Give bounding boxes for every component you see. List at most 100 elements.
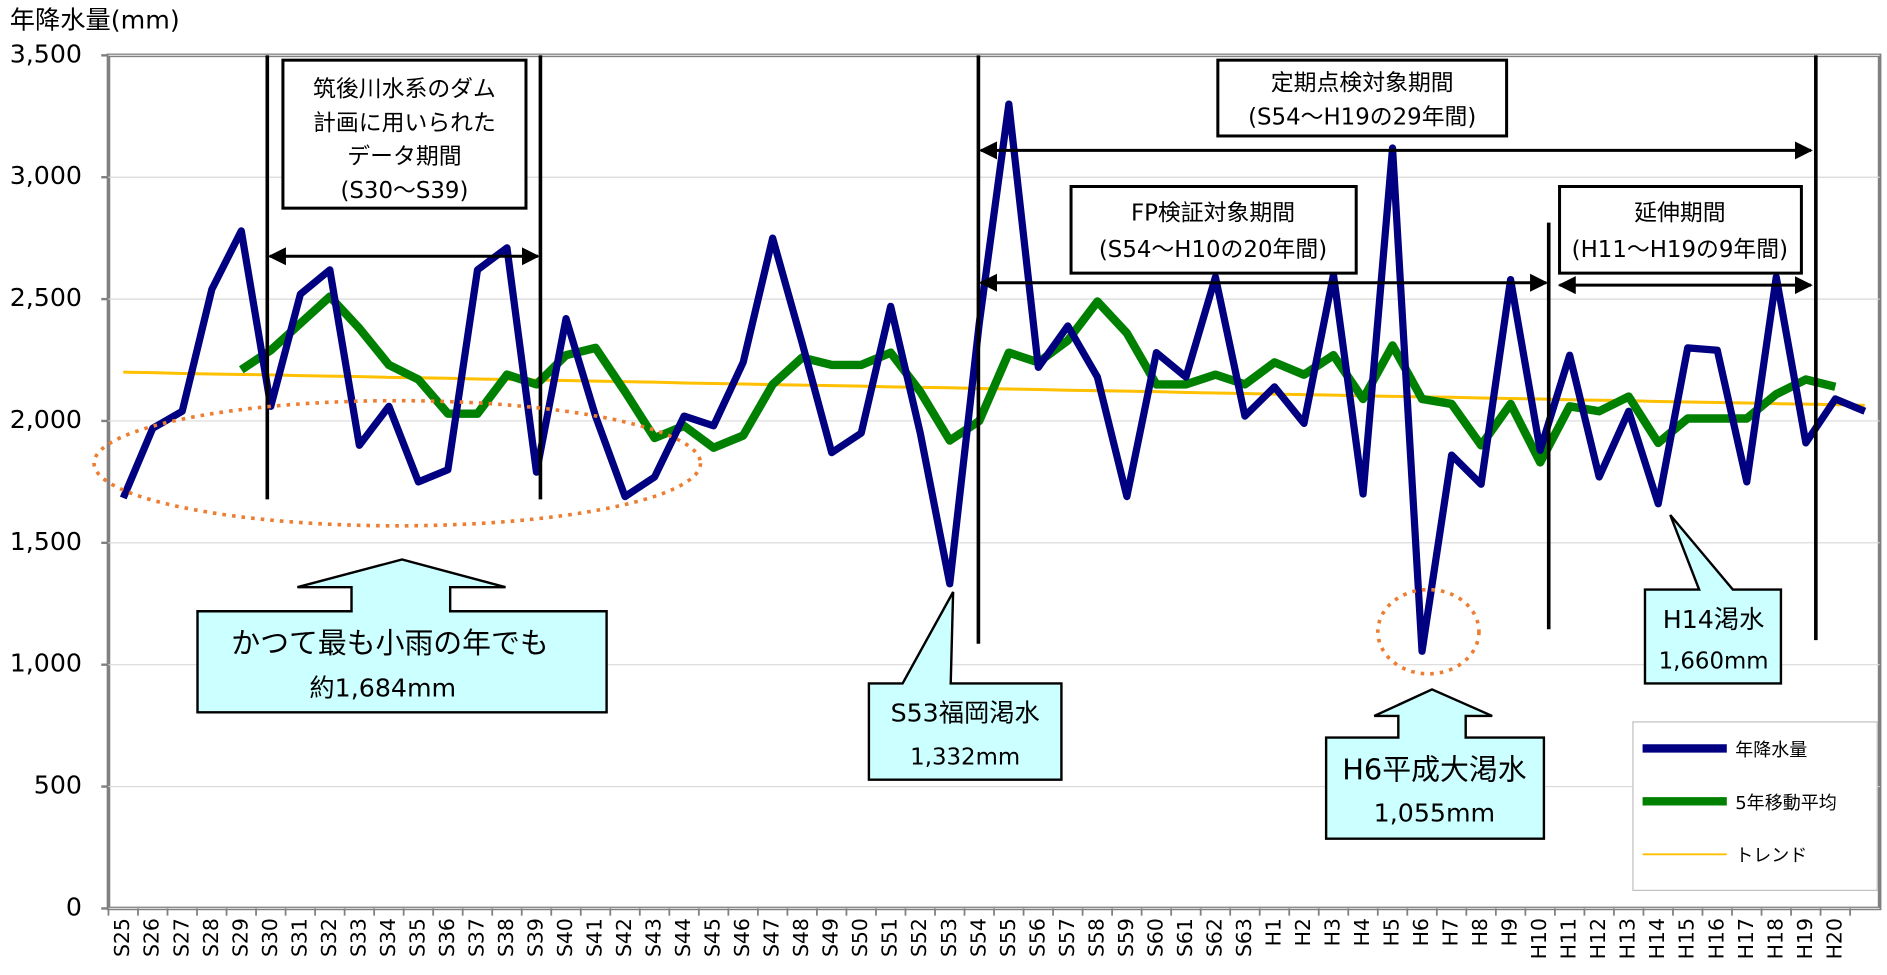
- x-tick-label: H9: [1498, 918, 1522, 946]
- x-tick-label: S56: [1025, 918, 1049, 957]
- x-tick-label: H15: [1675, 918, 1699, 959]
- x-tick-label: H8: [1468, 918, 1492, 946]
- x-tick-label: S59: [1114, 918, 1138, 957]
- x-tick-label: S39: [523, 918, 547, 957]
- annotation-text: 計画に用いられた: [313, 110, 496, 136]
- annotation-text: (H11〜H19の9年間): [1572, 237, 1788, 263]
- x-tick-label: S60: [1143, 918, 1167, 957]
- annotation-text: 約1,684mm: [309, 673, 456, 702]
- annotation-text: (S54〜H19の29年間): [1248, 104, 1476, 130]
- x-tick-label: S27: [169, 918, 193, 957]
- annotation-text: かつて最も小雨の年でも: [231, 626, 548, 660]
- x-tick-label: S30: [258, 918, 282, 957]
- legend-label: トレンド: [1735, 846, 1807, 867]
- x-tick-label: H1: [1261, 918, 1285, 946]
- x-tick-label: H16: [1704, 918, 1728, 959]
- series-line: [119, 100, 1867, 655]
- x-tick-label: S53: [937, 918, 961, 957]
- x-tick-label: S51: [878, 918, 902, 957]
- x-tick-label: H6: [1409, 918, 1433, 946]
- annotation-text: 1,055mm: [1374, 799, 1495, 828]
- x-tick-label: S31: [287, 918, 311, 957]
- x-tick-label: S41: [583, 918, 607, 957]
- callout: [1324, 688, 1546, 840]
- x-tick-label: S42: [612, 918, 636, 957]
- x-tick-label: S55: [996, 918, 1020, 957]
- y-tick-label: 500: [34, 771, 82, 800]
- callout: [1643, 514, 1783, 685]
- annotation-text: データ期間: [347, 144, 461, 170]
- x-tick-label: S38: [494, 918, 518, 957]
- x-tick-label: S36: [435, 918, 459, 957]
- x-tick-label: H19: [1793, 918, 1817, 959]
- annotation-text: (S30〜S39): [341, 178, 469, 204]
- annotation-text: S53福岡渇水: [891, 699, 1040, 728]
- annotation-text: 延伸期間: [1634, 201, 1725, 227]
- annotation-text: FP検証対象期間: [1131, 201, 1295, 227]
- x-tick-label: S44: [671, 918, 695, 957]
- x-tick-label: H17: [1734, 918, 1758, 959]
- x-tick-label: H18: [1763, 918, 1787, 959]
- x-tick-label: H3: [1321, 918, 1345, 946]
- highlight-ellipse: [92, 398, 703, 528]
- x-tick-label: H7: [1439, 918, 1463, 946]
- x-tick-label: H12: [1586, 918, 1610, 959]
- x-tick-label: H13: [1616, 918, 1640, 959]
- x-tick-label: S37: [464, 918, 488, 957]
- annotation-text: (S54〜H10の20年間): [1099, 237, 1327, 263]
- annotation-box: [1069, 184, 1358, 275]
- annotation-box: [281, 58, 528, 210]
- annotation-text: 1,332mm: [910, 745, 1020, 771]
- x-tick-label: S48: [789, 918, 813, 957]
- legend-label: 5年移動平均: [1735, 793, 1837, 814]
- x-tick-label: H14: [1645, 918, 1669, 959]
- annotations: 筑後川水系のダム 計画に用いられた データ期間 (S30〜S39) 定期点検対象…: [92, 55, 1818, 840]
- annotation-text: H14渇水: [1663, 605, 1765, 634]
- x-tick-label: S26: [140, 918, 164, 957]
- y-tick-label: 2,000: [10, 405, 82, 434]
- x-tick-label: S25: [110, 918, 134, 957]
- x-tick-label: S35: [405, 918, 429, 957]
- x-tick-label: S58: [1084, 918, 1108, 957]
- x-tick-label: S52: [907, 918, 931, 957]
- y-axis-title: 年降水量(mm): [10, 6, 180, 35]
- x-tick-label: S47: [760, 918, 784, 957]
- x-tick-label: S54: [966, 918, 990, 957]
- x-tick-label: S57: [1055, 918, 1079, 957]
- x-tick-label: S49: [819, 918, 843, 957]
- period-arrows: [267, 141, 1813, 295]
- x-tick-label: S50: [848, 918, 872, 957]
- x-tick-label: S32: [317, 918, 341, 957]
- annotation-text: 筑後川水系のダム: [313, 77, 496, 103]
- legend-label: 年降水量: [1735, 740, 1807, 761]
- x-tick-label: H11: [1557, 918, 1581, 959]
- highlight-ellipse: [1376, 587, 1481, 676]
- x-tick-label: S34: [376, 918, 400, 957]
- y-tick-label: 1,500: [10, 527, 82, 556]
- x-tick-label: S40: [553, 918, 577, 957]
- x-tick-label: H2: [1291, 918, 1315, 946]
- x-tick-label: S43: [642, 918, 666, 957]
- y-tick-label: 2,500: [10, 283, 82, 312]
- x-tick-label: S62: [1202, 918, 1226, 957]
- x-tick-label: H4: [1350, 918, 1374, 946]
- y-tick-label: 3,000: [10, 161, 82, 190]
- annotation-box: [1216, 58, 1509, 138]
- annotation-text: 定期点検対象期間: [1271, 71, 1454, 97]
- callout: [196, 558, 608, 714]
- x-tick-label: S45: [701, 918, 725, 957]
- annotation-box: [1558, 184, 1803, 275]
- y-tick-label: 3,500: [10, 39, 82, 68]
- y-tick-label: 1,000: [10, 649, 82, 678]
- x-tick-label: S61: [1173, 918, 1197, 957]
- x-tick-label: S63: [1232, 918, 1256, 957]
- x-tick-label: H5: [1380, 918, 1404, 946]
- x-tick-label: S46: [730, 918, 754, 957]
- x-tick-label: S33: [346, 918, 370, 957]
- x-tick-label: H10: [1527, 918, 1551, 959]
- x-tick-label: S28: [199, 918, 223, 957]
- x-tick-label: S29: [228, 918, 252, 957]
- callout: [867, 591, 1063, 781]
